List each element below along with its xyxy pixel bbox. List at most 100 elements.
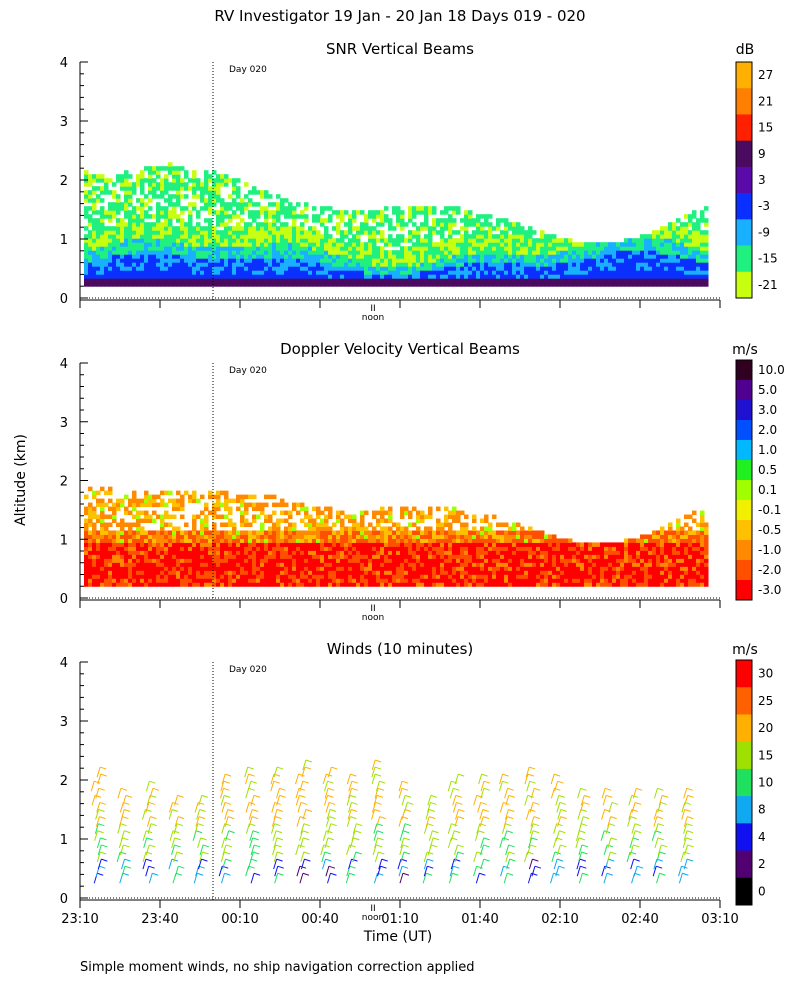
heatmap-cell xyxy=(200,550,205,555)
heatmap-cell xyxy=(264,194,269,199)
heatmap-cell xyxy=(200,254,205,259)
heatmap-cell xyxy=(176,546,181,551)
heatmap-cell xyxy=(256,554,261,559)
heatmap-cell xyxy=(268,542,273,547)
heatmap-cell xyxy=(276,282,281,287)
heatmap-cell xyxy=(244,222,249,227)
heatmap-cell xyxy=(436,506,441,512)
heatmap-cell xyxy=(324,226,329,231)
heatmap-cell xyxy=(132,538,137,543)
heatmap-cell xyxy=(396,578,401,583)
heatmap-cell xyxy=(500,554,505,559)
heatmap-cell xyxy=(584,566,589,571)
heatmap-cell xyxy=(156,182,161,187)
heatmap-cell xyxy=(700,214,705,219)
heatmap-cell xyxy=(684,246,689,251)
heatmap-cell xyxy=(416,558,421,563)
heatmap-cell xyxy=(540,238,545,243)
heatmap-cell xyxy=(500,522,505,528)
heatmap-cell xyxy=(368,238,373,243)
heatmap-cell xyxy=(356,538,361,543)
heatmap-cell xyxy=(416,210,421,215)
heatmap-cell xyxy=(460,574,465,579)
heatmap-cell xyxy=(428,234,433,239)
heatmap-cell xyxy=(372,266,377,271)
heatmap-cell xyxy=(540,558,545,563)
heatmap-cell xyxy=(360,542,365,547)
heatmap-cell xyxy=(124,178,129,183)
heatmap-cell xyxy=(448,530,453,535)
heatmap-cell xyxy=(352,214,357,219)
heatmap-cell xyxy=(388,254,393,259)
heatmap-cell xyxy=(108,218,113,223)
heatmap-cell xyxy=(156,218,161,223)
heatmap-cell xyxy=(428,538,433,543)
colorbar-segment xyxy=(736,114,752,142)
heatmap-cell xyxy=(240,502,245,508)
heatmap-cell xyxy=(256,238,261,243)
heatmap-cell xyxy=(164,570,169,575)
heatmap-cell xyxy=(124,214,129,219)
heatmap-cell xyxy=(172,506,177,512)
heatmap-cell xyxy=(496,246,501,251)
heatmap-cell xyxy=(100,558,105,563)
heatmap-cell xyxy=(204,218,209,223)
heatmap-cell xyxy=(564,582,569,587)
heatmap-cell xyxy=(400,266,405,271)
heatmap-cell xyxy=(268,278,273,283)
heatmap-cell xyxy=(328,270,333,275)
heatmap-cell xyxy=(160,570,165,575)
heatmap-cell xyxy=(372,226,377,231)
heatmap-cell xyxy=(168,546,173,551)
heatmap-cell xyxy=(172,174,177,179)
heatmap-cell xyxy=(320,562,325,567)
heatmap-cell xyxy=(528,538,533,543)
heatmap-cell xyxy=(88,534,93,539)
heatmap-cell xyxy=(304,570,309,575)
heatmap-cell xyxy=(612,274,617,279)
heatmap-cell xyxy=(312,262,317,267)
heatmap-cell xyxy=(364,226,369,231)
heatmap-cell xyxy=(532,266,537,271)
heatmap-cell xyxy=(668,238,673,243)
heatmap-cell xyxy=(488,526,493,531)
heatmap-cell xyxy=(168,570,173,575)
heatmap-cell xyxy=(400,526,405,531)
heatmap-cell xyxy=(388,534,393,539)
heatmap-cell xyxy=(308,534,313,539)
heatmap-cell xyxy=(696,270,701,275)
heatmap-cell xyxy=(560,246,565,251)
heatmap-cell xyxy=(316,242,321,247)
heatmap-cell xyxy=(280,266,285,271)
heatmap-cell xyxy=(412,278,417,283)
heatmap-cell xyxy=(444,514,449,520)
heatmap-cell xyxy=(400,246,405,251)
heatmap-cell xyxy=(328,262,333,267)
heatmap-cell xyxy=(320,566,325,571)
heatmap-cell xyxy=(320,522,325,528)
heatmap-cell xyxy=(208,554,213,559)
heatmap-cell xyxy=(520,262,525,267)
heatmap-cell xyxy=(240,206,245,211)
heatmap-cell xyxy=(84,190,89,195)
heatmap-cell xyxy=(156,574,161,579)
heatmap-cell xyxy=(584,262,589,267)
heatmap-cell xyxy=(140,558,145,563)
heatmap-cell xyxy=(316,582,321,587)
heatmap-cell xyxy=(520,538,525,543)
heatmap-cell xyxy=(184,258,189,263)
heatmap-cell xyxy=(188,266,193,271)
heatmap-cell xyxy=(248,278,253,283)
heatmap-cell xyxy=(444,226,449,231)
heatmap-cell xyxy=(408,262,413,267)
heatmap-cell xyxy=(348,514,353,520)
heatmap-cell xyxy=(572,562,577,567)
heatmap-cell xyxy=(684,238,689,243)
heatmap-cell xyxy=(292,274,297,279)
heatmap-cell xyxy=(192,562,197,567)
heatmap-cell xyxy=(252,518,257,524)
heatmap-cell xyxy=(700,254,705,259)
heatmap-cell xyxy=(584,246,589,251)
heatmap-cell xyxy=(124,170,129,175)
heatmap-cell xyxy=(192,538,197,543)
